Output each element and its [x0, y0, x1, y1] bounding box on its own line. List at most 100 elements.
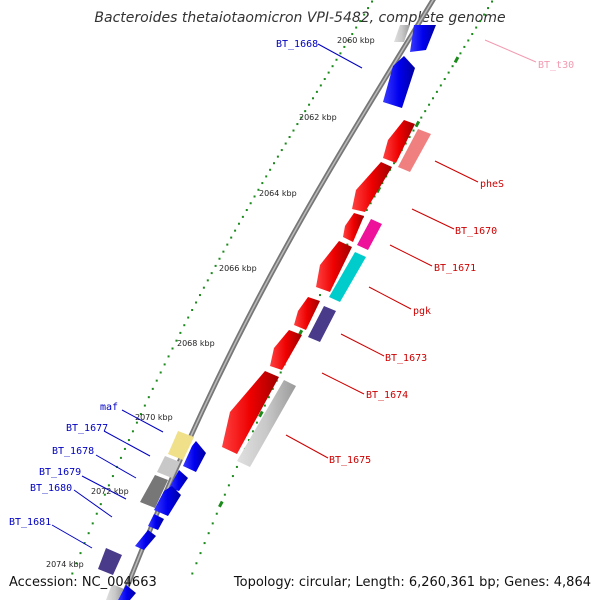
tick-major: [453, 56, 460, 64]
gene-arrow-BT_1678-box[interactable]: [140, 475, 168, 508]
tick-dot: [127, 439, 130, 442]
gene-label-BT_1675[interactable]: BT_1675: [329, 455, 371, 466]
tick-dot: [475, 26, 478, 29]
gene-arrow-BT_1677-box[interactable]: [157, 456, 180, 478]
gene-label-BT_1671[interactable]: BT_1671: [434, 263, 476, 274]
tick-dot: [318, 294, 321, 297]
tick-dot: [139, 413, 142, 416]
tick-dot: [355, 26, 358, 29]
tick-dot: [214, 264, 217, 267]
tick-dot: [459, 52, 462, 55]
gene-arrow-BT_1679[interactable]: [154, 486, 181, 516]
tick-dot: [435, 90, 438, 93]
gene-arrow-BT_1674[interactable]: [270, 330, 302, 370]
tick-dot: [245, 209, 248, 212]
gene-label-BT_1673[interactable]: BT_1673: [385, 353, 427, 364]
kbp-label-2068: 2068 kbp: [177, 339, 215, 348]
gene-arrow-pgk-box[interactable]: [329, 252, 366, 302]
tick-dot: [241, 215, 244, 218]
gene-label-BT_1668[interactable]: BT_1668: [276, 39, 318, 50]
tick-dot: [479, 20, 482, 23]
gene-arrow-top-grey[interactable]: [394, 25, 410, 42]
gene-label-BT_1680[interactable]: BT_1680: [30, 483, 72, 494]
gene-arrow-bottom-grey[interactable]: [106, 584, 124, 600]
tick-dot: [347, 39, 350, 42]
gene-label-BT_1674[interactable]: BT_1674: [366, 390, 408, 401]
tick-dot: [257, 188, 260, 191]
tick-dot: [107, 484, 110, 487]
tick-dot: [267, 396, 270, 399]
tick-marks: [71, 0, 494, 575]
gene-arrow-BT_1673[interactable]: [294, 297, 320, 330]
tick-dot: [235, 465, 238, 468]
tick-dot: [443, 78, 446, 81]
kbp-label-2062: 2062 kbp: [299, 113, 337, 122]
gene-arrow-BT_1670[interactable]: [352, 162, 392, 212]
tick-dot: [135, 421, 138, 424]
gene-arrow-BT_1680[interactable]: [148, 514, 164, 530]
tick-dot: [331, 65, 334, 68]
gene-arrow-BT_1671[interactable]: [343, 213, 364, 242]
gene-arrow-BT_1681-box[interactable]: [98, 548, 122, 575]
tick-dot: [143, 404, 146, 407]
gene-arrow-BT_t30-box[interactable]: [398, 129, 431, 172]
tick-dot: [171, 347, 174, 350]
tick-dot: [265, 175, 268, 178]
gene-arrow-BT_1671-box[interactable]: [357, 219, 382, 250]
gene-arrow-top-blue-a[interactable]: [410, 25, 436, 52]
gene-arrow-maf-box[interactable]: [168, 431, 194, 460]
kbp-label-2060: 2060 kbp: [337, 36, 375, 45]
gene-arrow-pheS[interactable]: [383, 120, 415, 163]
tick-dot: [227, 484, 230, 487]
gene-label-pgk[interactable]: pgk: [413, 306, 431, 317]
gene-label-pheS[interactable]: pheS: [480, 179, 504, 190]
gene-label-BT_1670[interactable]: BT_1670: [455, 226, 497, 237]
gene-label-BT_1681[interactable]: BT_1681: [9, 517, 51, 528]
tick-dot: [296, 123, 299, 126]
tick-dot: [284, 142, 287, 145]
tick-dot: [367, 7, 370, 10]
tick-dot: [365, 209, 368, 212]
tick-dot: [359, 20, 362, 23]
gene-arrow-bottom-blue[interactable]: [118, 585, 136, 600]
tick-dot: [304, 110, 307, 113]
gene-label-maf[interactable]: maf: [100, 402, 118, 413]
tick-dot: [103, 493, 106, 496]
tick-dot: [292, 129, 295, 132]
gene-arrow-BT_1675[interactable]: [222, 371, 279, 454]
tick-dot: [279, 371, 282, 374]
gene-arrow-BT_1668[interactable]: [383, 56, 415, 108]
tick-dot: [99, 503, 102, 506]
tick-dot: [207, 532, 210, 535]
tick-dot: [202, 286, 205, 289]
tick-dot: [424, 110, 427, 113]
tick-dot: [215, 512, 218, 515]
tick-dot: [271, 387, 274, 390]
tick-dot: [95, 512, 98, 515]
tick-dot: [327, 71, 330, 74]
gene-label-BT_1678[interactable]: BT_1678: [52, 446, 94, 457]
tick-dot: [393, 162, 396, 165]
tick-dot: [226, 243, 229, 246]
tick-dot: [187, 316, 190, 319]
gene-label-BT_t30[interactable]: BT_t30: [538, 60, 574, 71]
tick-dot: [369, 202, 372, 205]
tick-dot: [343, 45, 346, 48]
tick-dot: [83, 542, 86, 545]
tick-dot: [273, 162, 276, 165]
tick-dot: [308, 103, 311, 106]
tick-dot: [269, 168, 272, 171]
gene-arrow-BT_1677[interactable]: [183, 441, 206, 472]
gene-label-BT_1679[interactable]: BT_1679: [39, 467, 81, 478]
tick-dot: [183, 324, 186, 327]
gene-arrow-BT_1678[interactable]: [169, 470, 188, 491]
tick-dot: [199, 552, 202, 555]
tick-dot: [346, 243, 349, 246]
gene-arrow-pgk[interactable]: [316, 241, 352, 292]
tick-dot: [471, 33, 474, 36]
gene-arrow-BT_1680-b[interactable]: [135, 530, 156, 550]
gene-arrow-BT_1673-box[interactable]: [308, 306, 336, 342]
gene-label-BT_1677[interactable]: BT_1677: [66, 423, 108, 434]
tick-dot: [408, 136, 411, 139]
gene-arrow-BT_1675-box[interactable]: [237, 380, 296, 467]
